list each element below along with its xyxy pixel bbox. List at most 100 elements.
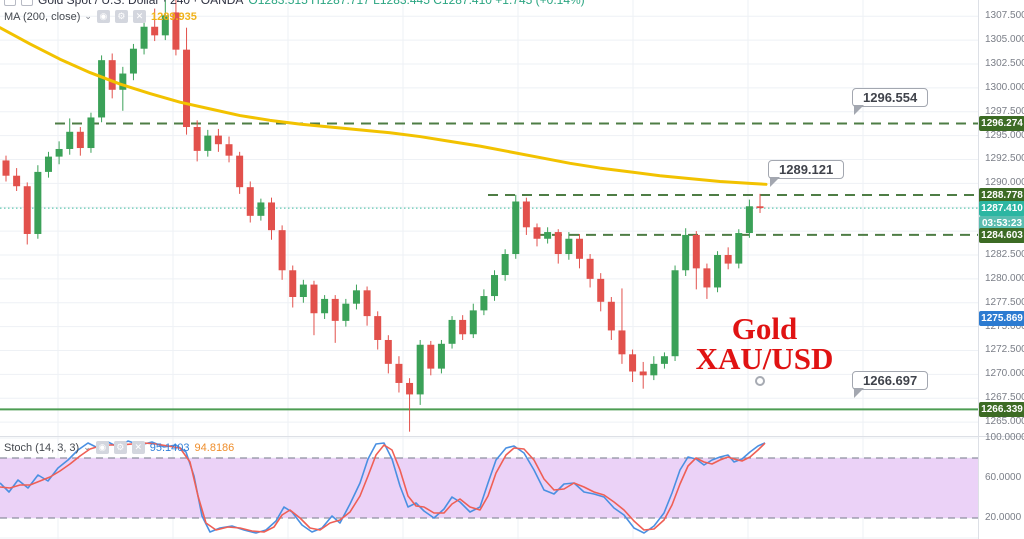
candle (703, 268, 711, 288)
candle (469, 310, 477, 335)
candle (512, 201, 520, 255)
axis-tick-label: 1305.000 (985, 34, 1024, 46)
candle (87, 117, 95, 149)
axis-tick-label: 1280.000 (985, 272, 1024, 284)
candle (522, 201, 530, 228)
candle (745, 206, 753, 234)
candle (34, 171, 42, 234)
drawing-anchor-dot[interactable] (755, 376, 765, 386)
pane-separator[interactable] (0, 436, 1024, 437)
gear-icon[interactable]: ⚙ (114, 10, 128, 23)
menu-icon[interactable] (21, 0, 33, 6)
text-annotation[interactable]: Gold XAU/USD (672, 311, 857, 374)
candle (374, 316, 382, 340)
candle (352, 290, 360, 304)
gear-icon[interactable]: ⚙ (113, 441, 127, 454)
candle (650, 363, 658, 376)
candle (246, 187, 254, 216)
candle (406, 382, 414, 395)
candle (66, 131, 74, 149)
candle (55, 148, 63, 157)
candle (554, 232, 562, 255)
bar-countdown-label: 03:53:23 (979, 216, 1024, 232)
price-callout[interactable]: 1296.554 (852, 88, 929, 115)
candle (151, 26, 159, 36)
candle (342, 303, 350, 321)
candle (714, 254, 722, 288)
candle (321, 298, 329, 314)
stoch-d-value: 94.8186 (194, 441, 235, 454)
price-level-label: 1288.778 (979, 188, 1024, 204)
candle (2, 160, 10, 176)
axis-tick-label: 1307.500 (985, 10, 1024, 22)
price-callout[interactable]: 1289.121 (768, 160, 845, 187)
candle (639, 371, 647, 376)
chevron-down-icon[interactable]: ⌄ (83, 442, 91, 452)
ma-value: 1289.935 (150, 10, 197, 23)
symbol-title[interactable]: Gold Spot / U.S. Dollar · 240 · OANDA (38, 0, 244, 7)
candle (692, 234, 700, 269)
price-callout[interactable]: 1266.697 (852, 371, 929, 398)
candle (236, 155, 244, 188)
axis-tick-label: 100.0000 (985, 432, 1024, 443)
candle (395, 363, 403, 383)
candle (129, 48, 137, 74)
axis-tick-label: 1297.500 (985, 105, 1024, 117)
axis-tick-label: 1265.000 (985, 416, 1024, 428)
candle (480, 296, 488, 311)
ma-200-line[interactable] (0, 26, 768, 186)
price-level-label: 1296.274 (979, 116, 1024, 132)
candle (575, 238, 583, 259)
candle (13, 175, 21, 187)
candle (533, 227, 541, 239)
candle (416, 344, 424, 395)
close-icon[interactable]: ✕ (132, 10, 146, 23)
axis-tick-label: 1272.500 (985, 344, 1024, 356)
eye-icon[interactable]: ◉ (96, 10, 110, 23)
axis-tick-label: 1270.000 (985, 368, 1024, 380)
stoch-k-value: 95.1403 (149, 441, 190, 454)
candle (98, 60, 106, 118)
stoch-indicator-row: Stoch (14, 3, 3) ⌄ ◉ ⚙ ✕ 95.1403 94.8186 (4, 441, 234, 454)
candle (618, 330, 626, 355)
candle (384, 339, 392, 364)
axis-tick-label: 1290.000 (985, 177, 1024, 189)
chevron-down-icon[interactable]: ⌄ (84, 11, 92, 21)
axis-tick-label: 60.0000 (985, 472, 1022, 483)
axis-tick-label: 1292.500 (985, 153, 1024, 165)
candle (268, 202, 275, 231)
candle (491, 275, 499, 297)
candle (565, 238, 573, 255)
axis-tick-label: 1295.000 (985, 129, 1024, 141)
axis-tick-label: 20.0000 (985, 512, 1022, 523)
close-icon[interactable]: ✕ (131, 441, 145, 454)
candle (289, 270, 297, 298)
candle (278, 230, 286, 271)
price-axis[interactable]: 1307.500 1305.000 1302.500 1300.000 1297.500… (978, 0, 1024, 539)
axis-tick-label: 1277.500 (985, 296, 1024, 308)
candle (119, 73, 127, 90)
candle (724, 254, 732, 264)
ma-indicator-row: MA (200, close) ⌄ ◉ ⚙ ✕ 1289.935 (4, 10, 197, 23)
eye-icon[interactable]: ◉ (95, 441, 109, 454)
annotation-line1: Gold (731, 311, 798, 346)
candle (299, 284, 307, 298)
candle (225, 144, 233, 156)
candle (607, 301, 615, 331)
candle (660, 356, 668, 364)
candle (448, 319, 456, 344)
axis-tick-label: 1302.500 (985, 57, 1024, 69)
candle (161, 15, 169, 36)
price-level-label: 1284.603 (979, 227, 1024, 243)
stoch-label[interactable]: Stoch (14, 3, 3) (4, 441, 80, 454)
ohlc-values: O1283.515 H1287.717 L1283.445 C1287.410 … (248, 0, 585, 7)
chart-canvas[interactable] (0, 0, 978, 539)
candle (671, 270, 679, 357)
candle (544, 232, 552, 239)
axis-tick-label: 1300.000 (985, 81, 1024, 93)
ma-label[interactable]: MA (200, close) (4, 10, 81, 23)
checkbox-icon[interactable] (4, 0, 16, 6)
candle (310, 284, 318, 314)
candle (629, 354, 637, 372)
